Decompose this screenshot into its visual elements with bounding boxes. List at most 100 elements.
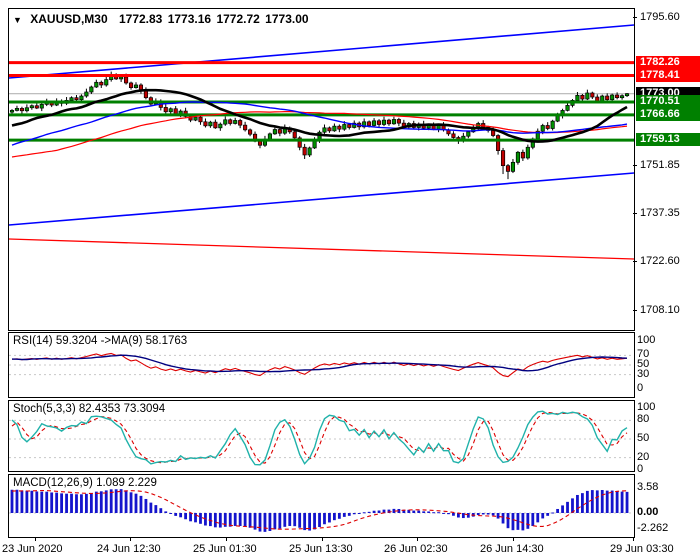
main-chart-panel[interactable]: ▼ XAUUSD,M30 1772.83 1773.16 1772.72 177… — [8, 8, 635, 331]
price-chart-canvas[interactable] — [9, 9, 634, 330]
indicator-scale-label: -2.262 — [637, 521, 669, 534]
macd-histogram-bar — [99, 491, 103, 513]
macd-histogram-bar — [466, 513, 470, 518]
symbol-timeframe-label: XAUUSD,M30 — [30, 12, 108, 26]
macd-histogram-bar — [278, 513, 282, 529]
ma-mid-line — [11, 101, 628, 146]
stoch-d-line — [11, 411, 628, 464]
candle-bullish — [620, 95, 625, 99]
candle-bullish — [391, 119, 396, 125]
candle-bearish — [173, 108, 178, 115]
macd-histogram-bar — [566, 501, 569, 513]
candle-bullish — [168, 108, 173, 113]
macd-histogram-bar — [615, 491, 619, 513]
time-axis-label: 24 Jun 12:30 — [97, 543, 161, 555]
candle-bearish — [124, 76, 129, 84]
macd-histogram-bar — [600, 490, 604, 513]
candle-bearish — [451, 133, 456, 138]
macd-histogram-bar — [194, 513, 197, 523]
candle-bearish — [248, 129, 253, 135]
candle-bearish — [277, 129, 282, 134]
macd-histogram-bar — [75, 494, 78, 513]
candle-bearish — [128, 82, 134, 89]
rsi-canvas[interactable] — [9, 333, 634, 397]
macd-histogram-bar — [536, 513, 540, 523]
macd-histogram-bar — [491, 513, 495, 516]
macd-histogram-bar — [308, 513, 311, 531]
macd-histogram-bar — [526, 513, 530, 529]
symbol-dropdown-icon[interactable]: ▼ — [13, 15, 22, 25]
macd-histogram-bar — [541, 513, 545, 519]
macd-histogram-bar — [70, 493, 73, 513]
indicator-scale-label: 50 — [637, 358, 650, 370]
macd-histogram-bar — [481, 513, 485, 515]
candle-bearish — [327, 127, 332, 132]
ohlc-open: 1772.83 — [118, 12, 163, 26]
macd-histogram-bar — [189, 513, 192, 522]
rsi-indicator-panel[interactable]: RSI(14) 59.3204 ->MA(9) 58.1763 — [8, 332, 635, 398]
macd-histogram-bar — [283, 513, 287, 527]
candle-bullish — [515, 151, 520, 163]
macd-histogram-bar — [427, 511, 431, 513]
candle-bullish — [208, 121, 213, 127]
macd-indicator-panel[interactable]: MACD(12,26,9) 1.089 2.229 — [8, 474, 635, 538]
candle-bullish — [466, 131, 471, 137]
candle-bearish — [505, 165, 511, 172]
macd-canvas[interactable] — [9, 475, 634, 537]
price-level-badge: 1778.41 — [636, 68, 700, 82]
macd-histogram-bar — [516, 513, 520, 530]
candle-bullish — [372, 120, 377, 126]
macd-label: MACD(12,26,9) 1.089 2.229 — [13, 477, 157, 489]
macd-histogram-bar — [432, 512, 435, 514]
candle-bearish — [595, 96, 600, 102]
candle-bullish — [332, 125, 337, 132]
candle-bearish — [302, 146, 307, 156]
candle-bullish — [84, 91, 89, 97]
macd-histogram-bar — [218, 513, 222, 528]
macd-histogram-bar — [40, 491, 44, 513]
candle-bullish — [575, 95, 580, 101]
macd-histogram-bar — [50, 492, 54, 513]
macd-histogram-bar — [392, 508, 396, 513]
indicator-scale-label: 80 — [637, 413, 650, 426]
candle-bullish — [79, 95, 84, 101]
macd-histogram-bar — [174, 513, 178, 516]
indicator-scale-label: 100 — [637, 334, 656, 346]
candle-bullish — [585, 92, 590, 100]
macd-histogram-bar — [273, 513, 277, 530]
macd-histogram-bar — [149, 502, 153, 513]
macd-histogram-bar — [476, 513, 480, 516]
price-axis-label: 1751.85 — [640, 159, 680, 171]
stochastic-label: Stoch(5,3,3) 82.4353 73.3094 — [13, 403, 166, 415]
candle-bearish — [605, 95, 610, 101]
candle-bullish — [267, 133, 272, 140]
macd-histogram-bar — [89, 492, 93, 513]
candle-bearish — [396, 119, 401, 124]
indicator-scale-label: 0 — [637, 463, 644, 475]
stochastic-indicator-panel[interactable]: Stoch(5,3,3) 82.4353 73.3094 — [8, 400, 635, 472]
candle-bullish — [94, 81, 99, 88]
candle-bearish — [163, 107, 168, 113]
macd-histogram-bar — [457, 513, 460, 518]
candle-bearish — [337, 125, 342, 130]
macd-histogram-bar — [139, 495, 143, 513]
stoch-k-line — [11, 410, 628, 466]
price-level-badge: 1766.66 — [636, 107, 700, 121]
stochastic-canvas[interactable] — [9, 401, 634, 471]
indicator-scale-label: 100 — [637, 401, 656, 413]
macd-histogram-bar — [585, 490, 589, 513]
ohlc-high: 1773.16 — [167, 12, 212, 26]
macd-histogram-bar — [347, 513, 351, 516]
ohlc-close: 1773.00 — [265, 12, 309, 26]
candle-bullish — [624, 93, 630, 97]
candle-bearish — [34, 105, 39, 109]
candle-bearish — [496, 135, 501, 151]
macd-histogram-bar — [402, 509, 406, 513]
macd-histogram-bar — [159, 508, 163, 513]
candle-bullish — [104, 79, 109, 86]
macd-histogram-bar — [372, 510, 376, 513]
macd-histogram-bar — [253, 513, 257, 530]
macd-histogram-bar — [119, 489, 123, 513]
price-axis-label: 1795.60 — [640, 11, 680, 23]
